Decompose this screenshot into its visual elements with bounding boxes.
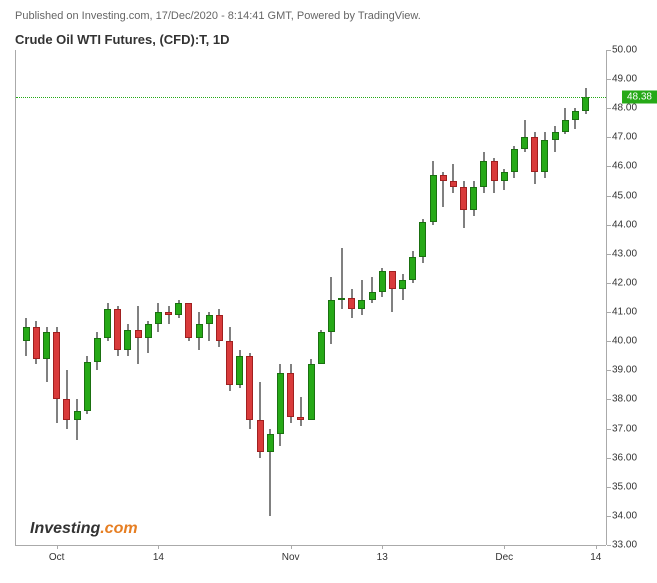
candle [531,50,538,545]
candle [53,50,60,545]
candle [338,50,345,545]
x-tick-label: 14 [153,552,164,563]
candle [541,50,548,545]
y-tick-label: 49.00 [612,74,637,85]
candle [94,50,101,545]
y-tick-label: 46.00 [612,161,637,172]
candle [491,50,498,545]
candle [257,50,264,545]
y-tick-label: 39.00 [612,365,637,376]
candle [297,50,304,545]
candle [216,50,223,545]
y-axis: 33.0034.0035.0036.0037.0038.0039.0040.00… [606,50,657,545]
x-tick-label: Oct [49,552,65,563]
logo-text-1: Investing [30,520,100,537]
candle [399,50,406,545]
candle [379,50,386,545]
y-tick-label: 50.00 [612,45,637,56]
y-tick-label: 38.00 [612,394,637,405]
candle [23,50,30,545]
current-price-line [16,97,606,98]
candle [175,50,182,545]
y-tick-label: 36.00 [612,452,637,463]
candle [480,50,487,545]
candle [328,50,335,545]
candle [43,50,50,545]
publish-info: Published on Investing.com, 17/Dec/2020 … [15,10,421,22]
candlestick-chart: Oct14Nov13Dec1448.38 [15,50,606,546]
candle [440,50,447,545]
candle [409,50,416,545]
candle [185,50,192,545]
candle [572,50,579,545]
candle [511,50,518,545]
candle [74,50,81,545]
candle [145,50,152,545]
candle [287,50,294,545]
candle [470,50,477,545]
x-tick-label: 13 [377,552,388,563]
y-tick-label: 45.00 [612,190,637,201]
y-tick-label: 35.00 [612,481,637,492]
y-tick-label: 41.00 [612,307,637,318]
candle [389,50,396,545]
chart-title: Crude Oil WTI Futures, (CFD):T, 1D [15,32,230,47]
y-tick-label: 33.00 [612,540,637,551]
x-tick-label: Dec [495,552,513,563]
candle [450,50,457,545]
candle [419,50,426,545]
y-tick-label: 44.00 [612,219,637,230]
candle [369,50,376,545]
candle [246,50,253,545]
candle [521,50,528,545]
candle [460,50,467,545]
y-tick-label: 43.00 [612,248,637,259]
candle [135,50,142,545]
candle [308,50,315,545]
candle [562,50,569,545]
candle [84,50,91,545]
y-tick-label: 47.00 [612,132,637,143]
candle [114,50,121,545]
candle [63,50,70,545]
candle [582,50,589,545]
candle [277,50,284,545]
candle [348,50,355,545]
candle [124,50,131,545]
y-tick-label: 48.00 [612,103,637,114]
candle [552,50,559,545]
candle [430,50,437,545]
candle [206,50,213,545]
candle [196,50,203,545]
logo-text-2: .com [100,520,137,537]
y-tick-label: 40.00 [612,336,637,347]
y-tick-label: 42.00 [612,277,637,288]
candle [33,50,40,545]
candle [267,50,274,545]
candle [155,50,162,545]
candle [501,50,508,545]
candle [165,50,172,545]
x-tick-label: Nov [282,552,300,563]
candle [104,50,111,545]
candle [318,50,325,545]
chart-container: Published on Investing.com, 17/Dec/2020 … [0,0,657,583]
y-tick-label: 37.00 [612,423,637,434]
candle [226,50,233,545]
candle [358,50,365,545]
y-tick-label: 34.00 [612,510,637,521]
investing-logo: Investing.com [30,520,138,538]
x-tick-label: 14 [590,552,601,563]
candle [236,50,243,545]
